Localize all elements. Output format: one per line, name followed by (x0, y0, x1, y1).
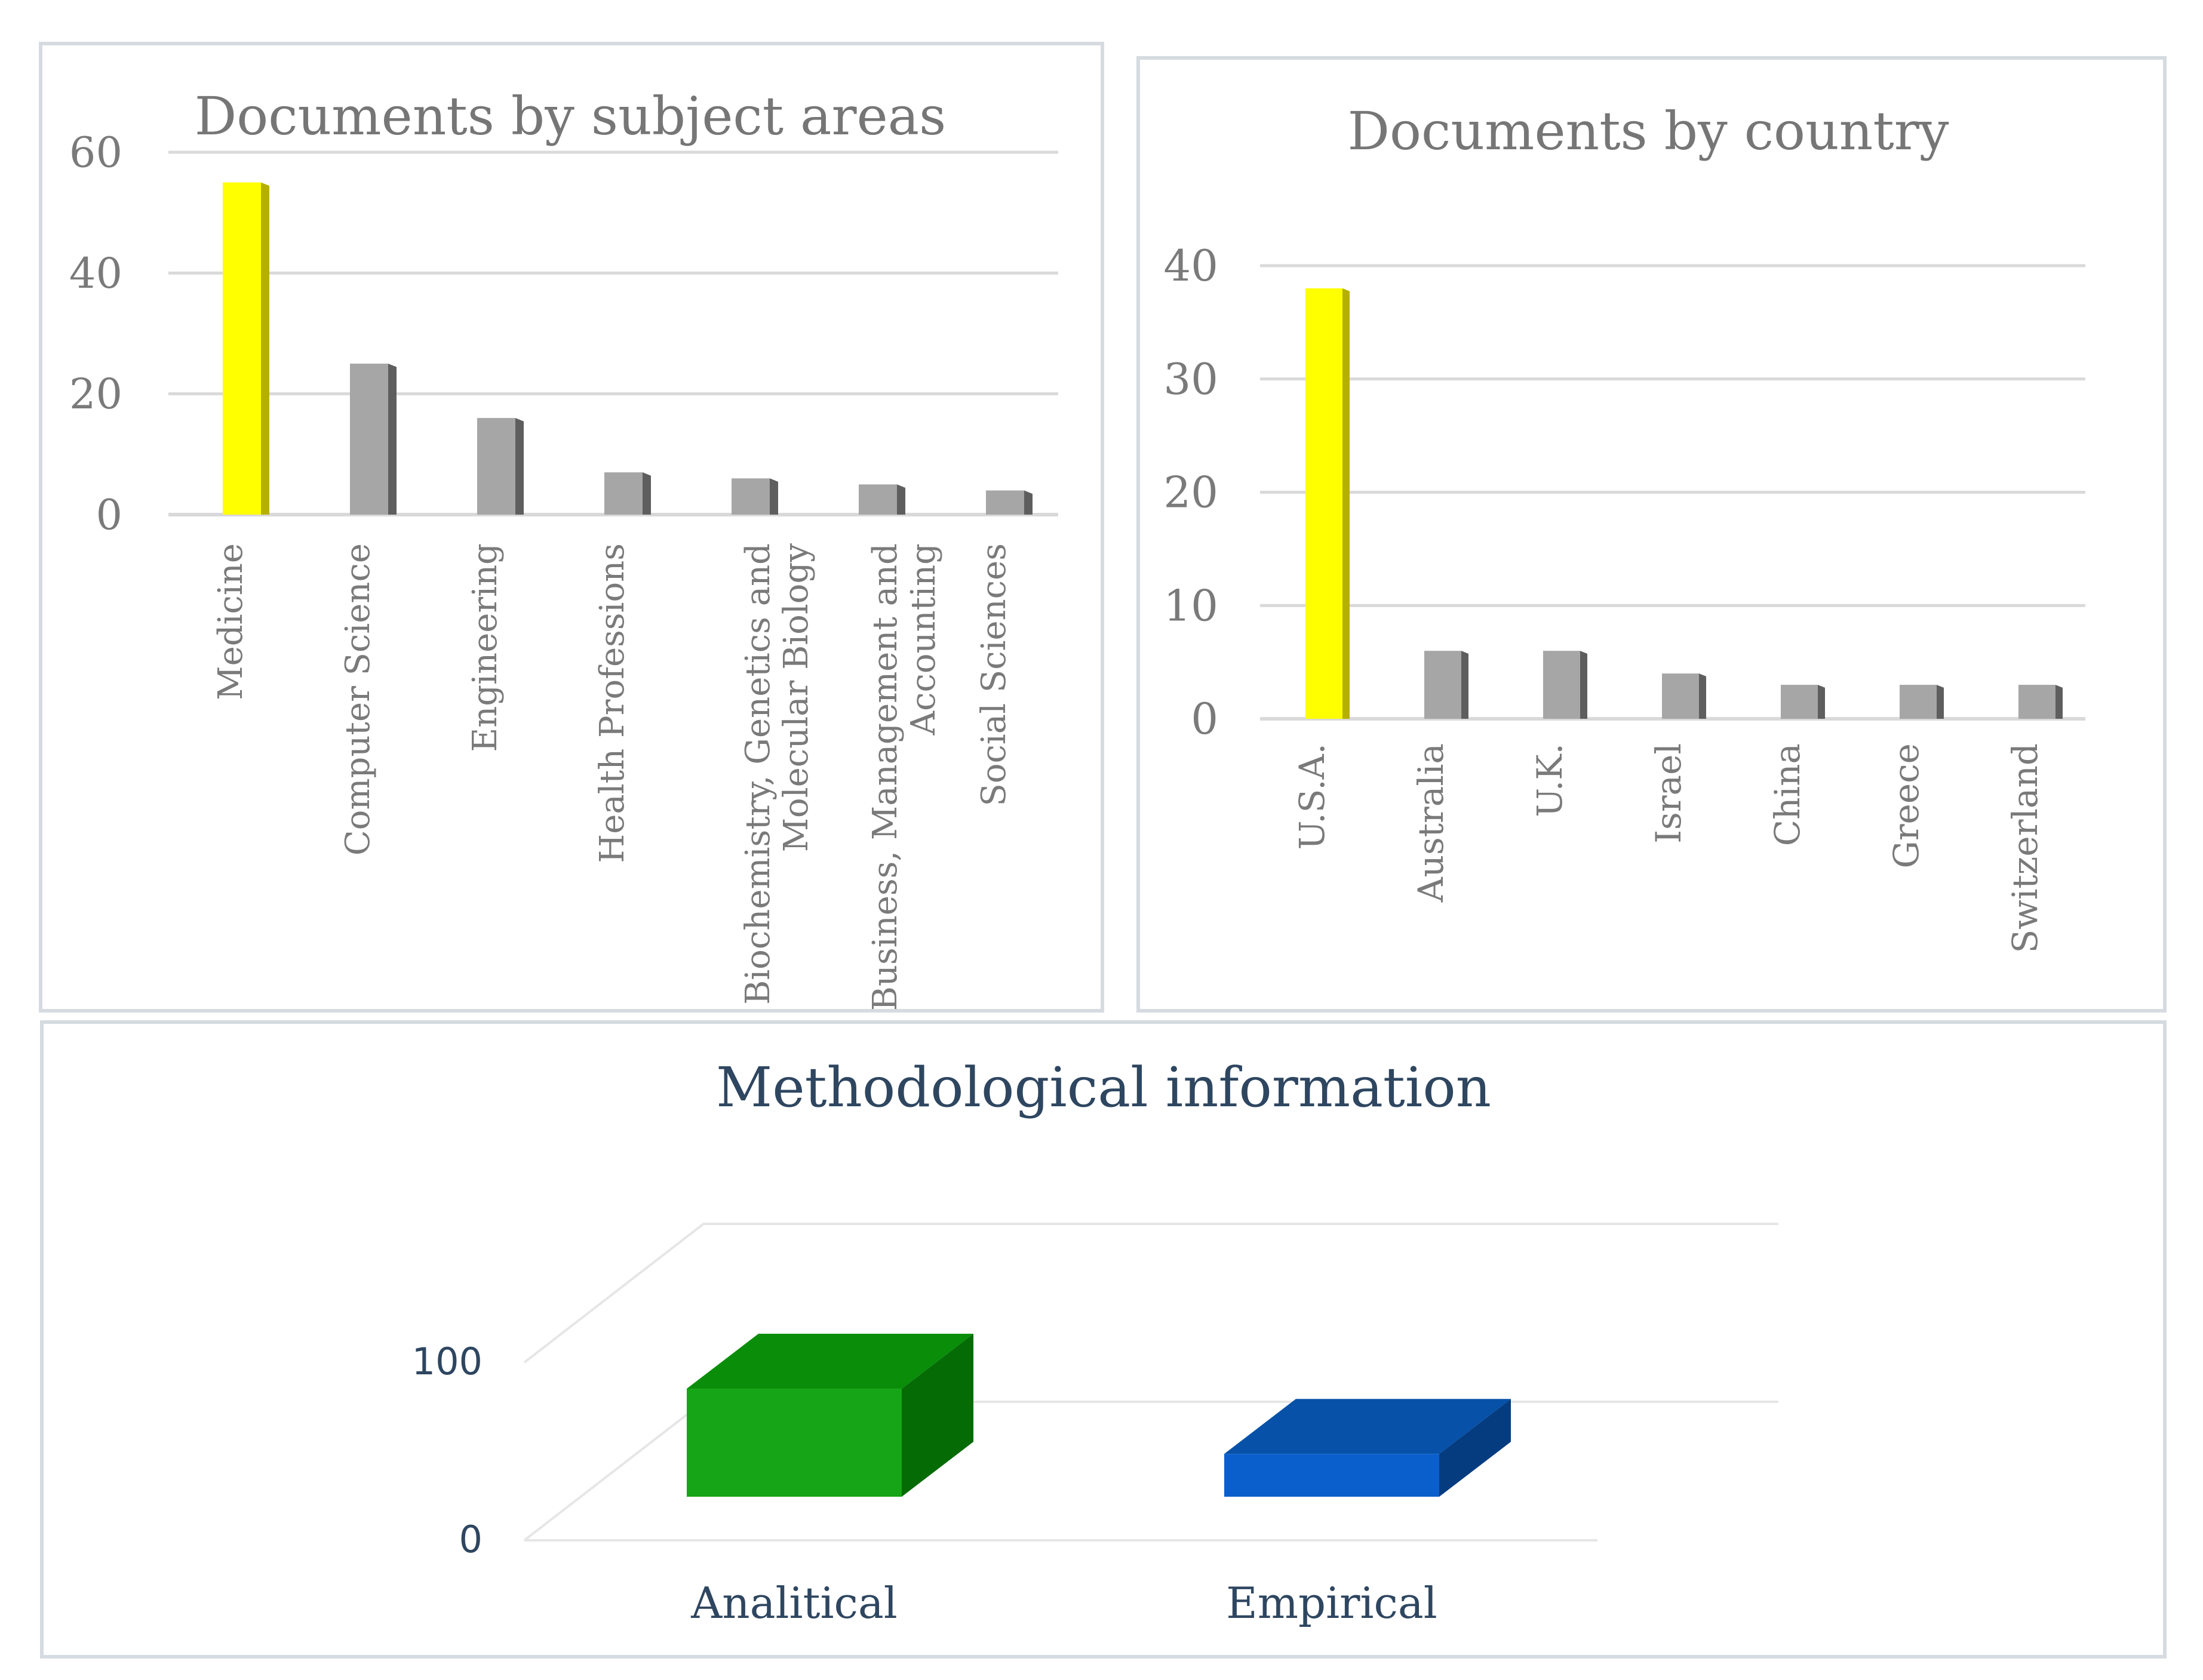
chart-subject-areas: Documents by subject areas 0 20 40 60 Medic… (69, 85, 1058, 1011)
x-tick-label: Switzerland (2005, 743, 2045, 953)
bar-front (477, 418, 515, 515)
bar-front (732, 478, 770, 515)
chart-title: Methodological information (716, 1056, 1491, 1119)
bar-side (1818, 685, 1825, 719)
bar-side (261, 182, 269, 515)
bar (1543, 651, 1587, 719)
x-tick-label: U.K. (1529, 743, 1570, 817)
bar-front (1305, 288, 1342, 719)
y-tick-label: 20 (1163, 467, 1218, 518)
y-tick-label: 100 (412, 1340, 483, 1383)
bar (223, 182, 269, 515)
x-tick-label: Biochemistry, Genetics andMolecular Biol… (739, 543, 816, 1005)
chart-title: Documents by country (1348, 100, 1949, 162)
bar-top (1224, 1399, 1511, 1454)
x-tick-label: Engineering (466, 543, 505, 752)
bar-front (986, 490, 1024, 515)
bar-side (643, 472, 651, 515)
bar (350, 364, 397, 515)
chart-country: Documents by country 0 10 20 30 40 U.S.A. Aus… (1163, 100, 2085, 953)
x-tick-label: U.S.A. (1292, 743, 1332, 850)
bar-side (897, 484, 905, 515)
bar-front (223, 182, 261, 515)
y-tick-label: 40 (69, 249, 122, 298)
bar-front (1662, 673, 1699, 719)
bar-front (1543, 651, 1580, 719)
bar-front (1224, 1454, 1439, 1497)
bar-front (1424, 651, 1461, 719)
bar-side (515, 418, 524, 515)
y-tick-label: 0 (1191, 694, 1218, 744)
y-tick-label: 60 (69, 128, 122, 177)
x-tick-label: Computer Science (339, 543, 377, 856)
x-tick-label: Greece (1886, 743, 1927, 869)
bar (1662, 673, 1706, 719)
x-tick-label: Health Professions (593, 543, 632, 863)
y-tick-label: 10 (1163, 580, 1218, 630)
y-tick-label: 20 (69, 370, 122, 419)
bar-side (1024, 490, 1033, 515)
bar (687, 1334, 973, 1497)
x-tick-label: Medicine (211, 543, 250, 700)
bar-side (770, 478, 778, 515)
bar (859, 484, 905, 515)
chart-title: Documents by subject areas (195, 85, 947, 147)
bar (1900, 685, 1944, 719)
bar-side (388, 364, 397, 515)
bar (1781, 685, 1825, 719)
bar-side (902, 1334, 973, 1497)
y-tick-label: 30 (1163, 354, 1218, 404)
panel-methodological (40, 1020, 2167, 1659)
y-tick-label: 40 (1163, 241, 1218, 291)
gridline (523, 1223, 1778, 1364)
x-tick-label: Empirical (1226, 1578, 1437, 1628)
bar-side (1580, 651, 1587, 719)
y-tick-label: 0 (96, 491, 122, 540)
y-tick-label: 0 (459, 1518, 483, 1561)
bar (1305, 288, 1350, 719)
panel-country (1136, 56, 2167, 1013)
bar-side (1439, 1399, 1511, 1497)
bar-side (2055, 685, 2063, 719)
bar-side (1461, 651, 1468, 719)
x-tick-label: Business, Management andAccounting (866, 543, 943, 1011)
bar-front (350, 364, 388, 515)
x-tick-label: Israel (1648, 743, 1689, 844)
bar (1224, 1399, 1511, 1497)
bar (477, 418, 524, 515)
bar (1424, 651, 1468, 719)
bar-front (2018, 685, 2055, 719)
x-tick-label: Analitical (690, 1578, 898, 1628)
bar-front (1900, 685, 1937, 719)
panel-subject-areas (39, 42, 1104, 1013)
bar (604, 472, 651, 515)
bar-front (1781, 685, 1818, 719)
bar (2018, 685, 2063, 719)
x-tick-label: Australia (1411, 743, 1451, 903)
chart-methodological: Methodological information 0 100 Analitic… (412, 1056, 1778, 1628)
bar-top (687, 1334, 973, 1389)
bar (732, 478, 778, 515)
bar-front (859, 484, 897, 515)
bar-front (604, 472, 643, 515)
bar-side (1699, 673, 1706, 719)
bar-side (1342, 288, 1350, 719)
bar-front (687, 1389, 902, 1497)
x-tick-label: Social Sciences (975, 543, 1013, 807)
x-tick-label: China (1767, 743, 1808, 846)
bar-side (1937, 685, 1944, 719)
bar (986, 490, 1033, 515)
